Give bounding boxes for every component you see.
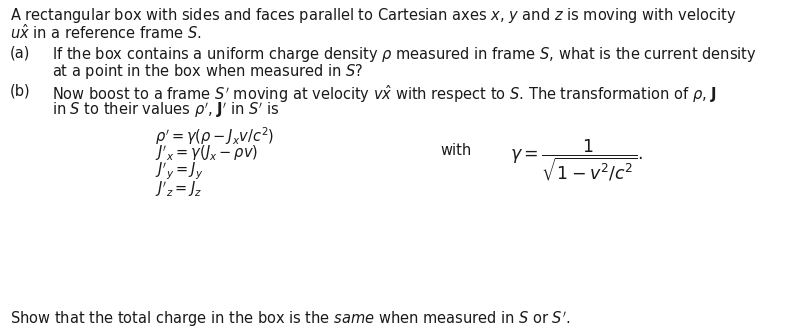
Text: in $S$ to their values $\rho'$, $\mathbf{J}'$ in $S'$ is: in $S$ to their values $\rho'$, $\mathbf…	[52, 100, 280, 120]
Text: $J'_x = \gamma(J_x - \rho v)$: $J'_x = \gamma(J_x - \rho v)$	[155, 143, 259, 163]
Text: $u\hat{x}$ in a reference frame $S$.: $u\hat{x}$ in a reference frame $S$.	[10, 23, 201, 42]
Text: (a): (a)	[10, 45, 30, 60]
Text: $J'_z = J_z$: $J'_z = J_z$	[155, 179, 202, 199]
Text: with: with	[440, 143, 471, 158]
Text: A rectangular box with sides and faces parallel to Cartesian axes $x$, $y$ and $: A rectangular box with sides and faces p…	[10, 6, 736, 25]
Text: $\gamma = \dfrac{1}{\sqrt{1 - v^2/c^2}}.$: $\gamma = \dfrac{1}{\sqrt{1 - v^2/c^2}}.…	[510, 137, 643, 183]
Text: (b): (b)	[10, 83, 31, 98]
Text: Now boost to a frame $S'$ moving at velocity $v\hat{x}$ with respect to $S$. The: Now boost to a frame $S'$ moving at velo…	[52, 83, 717, 105]
Text: Show that the total charge in the box is the $\mathit{same}$ when measured in $S: Show that the total charge in the box is…	[10, 309, 571, 329]
Text: $\rho' = \gamma(\rho - J_x v/c^2)$: $\rho' = \gamma(\rho - J_x v/c^2)$	[155, 125, 274, 147]
Text: at a point in the box when measured in $S$?: at a point in the box when measured in $…	[52, 62, 363, 81]
Text: If the box contains a uniform charge density $\rho$ measured in frame $S$, what : If the box contains a uniform charge den…	[52, 45, 757, 64]
Text: $J'_y = J_y$: $J'_y = J_y$	[155, 161, 203, 182]
